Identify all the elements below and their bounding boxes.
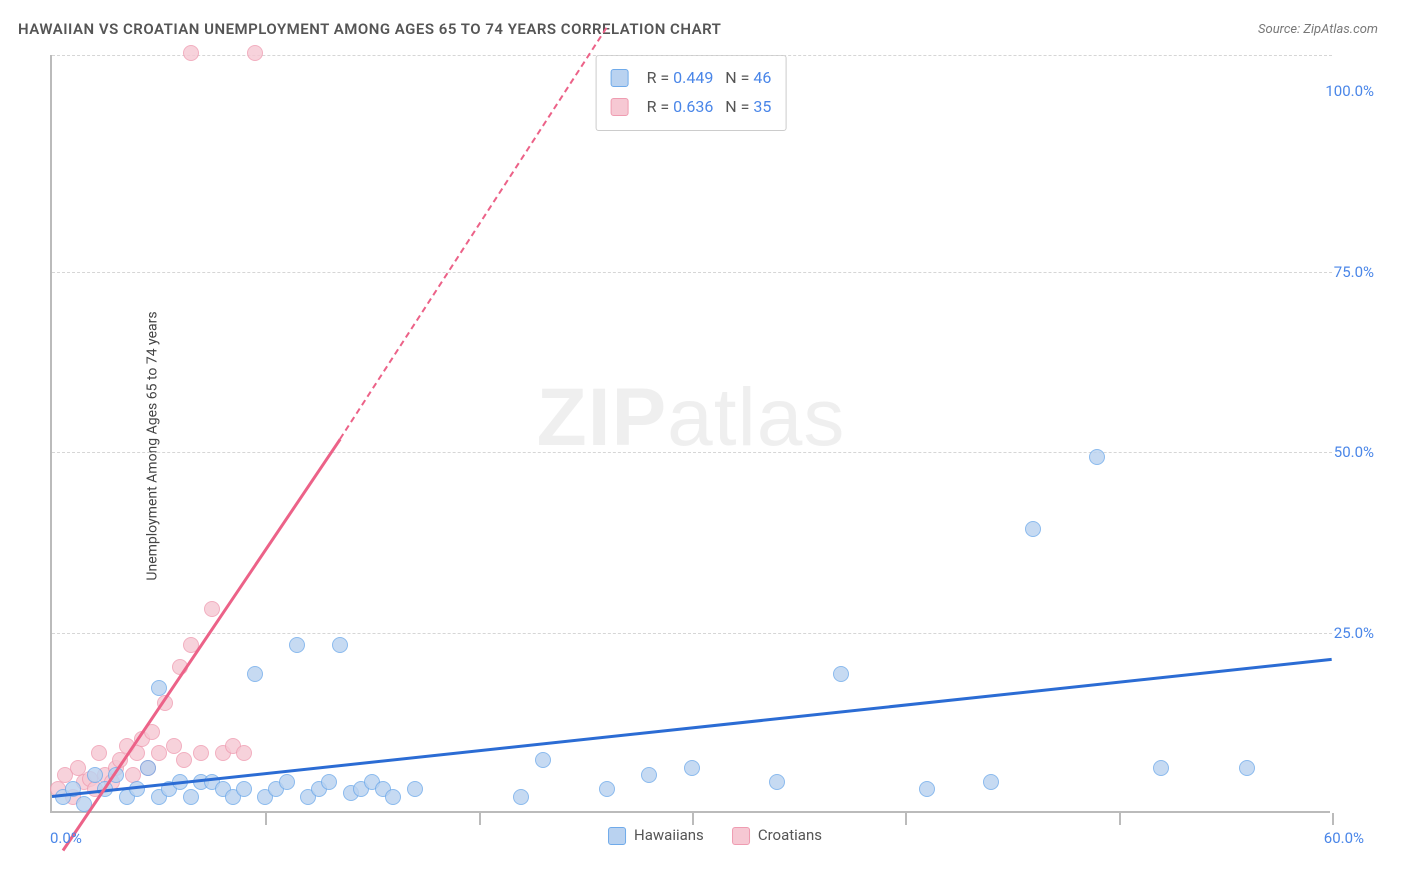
x-axis-max-label: 60.0% (1324, 829, 1364, 847)
legend-swatch (608, 827, 626, 845)
scatter-point (151, 680, 167, 696)
scatter-point (535, 752, 551, 768)
scatter-point (1153, 760, 1169, 776)
scatter-point (176, 752, 192, 768)
x-tick (692, 813, 694, 825)
x-tick (479, 813, 481, 825)
y-tick-label: 50.0% (1334, 443, 1374, 461)
correlation-stats-box: R = 0.449 N = 46R = 0.636 N = 35 (596, 55, 787, 131)
scatter-point (140, 760, 156, 776)
scatter-point (87, 767, 103, 783)
scatter-point (1089, 449, 1105, 465)
scatter-point (332, 637, 348, 653)
watermark: ZIPatlas (537, 371, 846, 465)
scatter-point (279, 774, 295, 790)
scatter-point (247, 666, 263, 682)
gridline (52, 272, 1332, 273)
scatter-point (151, 745, 167, 761)
scatter-point (684, 760, 700, 776)
scatter-point (183, 45, 199, 61)
source-attribution: Source: ZipAtlas.com (1258, 22, 1378, 37)
plot-area: ZIPatlas R = 0.449 N = 46R = 0.636 N = 3… (50, 55, 1330, 813)
legend-item: Croatians (732, 826, 822, 845)
scatter-point (247, 45, 263, 61)
y-tick-label: 100.0% (1325, 82, 1374, 100)
scatter-point (166, 738, 182, 754)
gridline (52, 55, 1332, 56)
x-tick (265, 813, 267, 825)
scatter-point (1025, 521, 1041, 537)
scatter-chart: ZIPatlas R = 0.449 N = 46R = 0.636 N = 3… (50, 55, 1380, 845)
legend-swatch (732, 827, 750, 845)
x-tick (1119, 813, 1121, 825)
stats-row: R = 0.449 N = 46 (611, 64, 772, 93)
scatter-point (919, 781, 935, 797)
gridline (52, 452, 1332, 453)
x-tick (905, 813, 907, 825)
y-tick-label: 75.0% (1334, 263, 1374, 281)
scatter-point (385, 789, 401, 805)
scatter-point (833, 666, 849, 682)
scatter-point (407, 781, 423, 797)
scatter-point (236, 745, 252, 761)
stats-swatch (611, 98, 629, 116)
y-tick-label: 25.0% (1334, 624, 1374, 642)
scatter-point (236, 781, 252, 797)
scatter-point (204, 601, 220, 617)
x-tick (1332, 813, 1334, 825)
scatter-point (91, 745, 107, 761)
legend-item: Hawaiians (608, 826, 704, 845)
scatter-point (769, 774, 785, 790)
trend-line (339, 27, 607, 440)
scatter-point (513, 789, 529, 805)
stats-swatch (611, 69, 629, 87)
stats-row: R = 0.636 N = 35 (611, 93, 772, 122)
legend: Hawaiians Croatians (608, 826, 822, 845)
scatter-point (599, 781, 615, 797)
scatter-point (1239, 760, 1255, 776)
scatter-point (321, 774, 337, 790)
scatter-point (641, 767, 657, 783)
scatter-point (183, 789, 199, 805)
scatter-point (289, 637, 305, 653)
scatter-point (983, 774, 999, 790)
chart-title: HAWAIIAN VS CROATIAN UNEMPLOYMENT AMONG … (18, 20, 721, 38)
gridline (52, 633, 1332, 634)
x-axis-min-label: 0.0% (50, 829, 82, 847)
scatter-point (193, 745, 209, 761)
trend-line (52, 658, 1332, 798)
